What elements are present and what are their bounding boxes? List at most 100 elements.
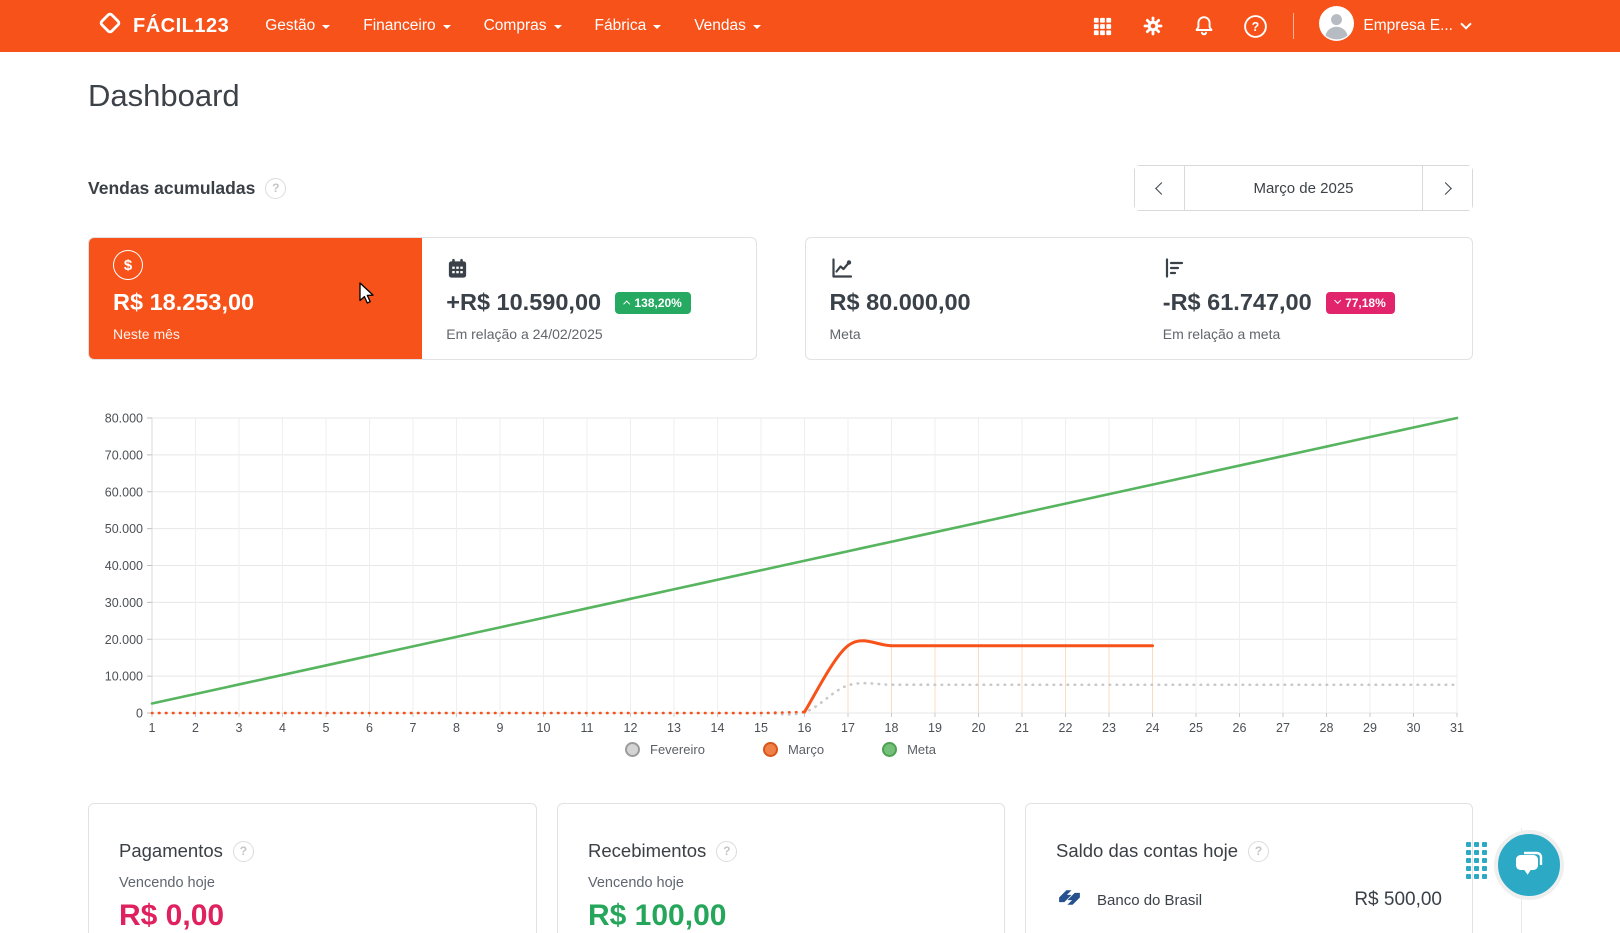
pagamentos-title: Pagamentos [119, 840, 223, 861]
notifications-bell-icon[interactable] [1191, 13, 1217, 39]
next-month-button[interactable] [1423, 166, 1472, 210]
menu-compras[interactable]: Compras [484, 17, 562, 35]
recebimentos-subtitle: Vencendo hoje [588, 875, 684, 891]
chart-legend: Fevereiro Março Meta [88, 742, 1473, 757]
saldo-card: Saldo das contas hoje? Banco do Brasil R… [1025, 803, 1473, 933]
svg-text:3: 3 [236, 721, 243, 735]
help-icon[interactable]: ? [232, 840, 254, 862]
user-label: Empresa E... [1363, 17, 1453, 34]
svg-text:25: 25 [1189, 721, 1203, 735]
goal-gap-subtitle: Em relação a meta [1162, 326, 1281, 342]
help-icon[interactable]: ? [265, 177, 287, 199]
decrease-badge: 77,18% [1325, 291, 1395, 314]
main-menu: Gestão Financeiro Compras Fábrica Vendas [265, 17, 761, 35]
svg-text:20: 20 [972, 721, 986, 735]
pagamentos-card: Pagamentos? Vencendo hoje R$ 0,00 [88, 803, 537, 933]
legend-label: Meta [907, 742, 936, 757]
svg-text:24: 24 [1146, 721, 1160, 735]
chat-bubble-icon [1511, 845, 1547, 886]
caret-down-icon [322, 25, 331, 29]
period-selector: Março de 2025 [1134, 165, 1473, 211]
calendar-icon [446, 254, 745, 280]
legend-item-meta[interactable]: Meta [882, 742, 936, 757]
chevron-down-icon [1460, 18, 1472, 30]
legend-label: Fevereiro [650, 742, 705, 757]
section-title: Vendas acumuladas [88, 177, 256, 198]
recebimentos-value: R$ 100,00 [588, 899, 727, 932]
goal-panel: R$ 80.000,00 Meta [806, 238, 1139, 359]
pagamentos-subtitle: Vencendo hoje [119, 875, 215, 891]
svg-text:5: 5 [323, 721, 330, 735]
caret-down-icon [442, 25, 451, 29]
chat-drag-handle[interactable] [1466, 842, 1487, 879]
svg-text:29: 29 [1363, 721, 1377, 735]
period-label[interactable]: Março de 2025 [1184, 166, 1423, 210]
apps-grid-icon[interactable] [1089, 13, 1115, 39]
help-icon[interactable]: ? [1242, 13, 1268, 39]
settings-gear-icon[interactable] [1140, 13, 1166, 39]
legend-label: Março [787, 742, 825, 757]
comparison-panel: +R$ 10.590,00 138,20% Em relação a 24/02… [422, 238, 755, 359]
prev-month-button[interactable] [1135, 166, 1184, 210]
chat-launcher-button[interactable] [1494, 830, 1564, 900]
svg-text:7: 7 [410, 721, 417, 735]
svg-text:10.000: 10.000 [105, 670, 143, 684]
comparison-subtitle: Em relação a 24/02/2025 [446, 326, 603, 342]
svg-text:50.000: 50.000 [105, 522, 143, 536]
svg-text:6: 6 [366, 721, 373, 735]
legend-dot-icon [762, 742, 778, 757]
legend-dot-icon [882, 742, 898, 757]
banco-do-brasil-logo-icon [1056, 884, 1083, 916]
goal-summary-card: R$ 80.000,00 Meta -R$ 61.747,00 77,18% E… [804, 237, 1473, 360]
svg-text:8: 8 [453, 721, 460, 735]
account-row[interactable]: Banco do Brasil R$ 500,00 [1056, 884, 1442, 916]
brand-diamond-icon [97, 10, 123, 42]
goal-gap-value: -R$ 61.747,00 [1162, 289, 1312, 315]
svg-text:9: 9 [497, 721, 504, 735]
goal-value: R$ 80.000,00 [829, 289, 971, 315]
help-icon[interactable]: ? [1248, 840, 1270, 862]
menu-gestao[interactable]: Gestão [265, 17, 331, 35]
menu-financeiro[interactable]: Financeiro [363, 17, 451, 35]
caret-down-icon [553, 25, 562, 29]
user-menu[interactable]: Empresa E... [1319, 6, 1472, 46]
svg-text:26: 26 [1233, 721, 1247, 735]
bar-chart-icon [1163, 254, 1462, 280]
svg-text:16: 16 [798, 721, 812, 735]
sales-summary-card: $ R$ 18.253,00 Neste mês [88, 237, 757, 360]
page-title: Dashboard [88, 78, 240, 113]
dollar-icon: $ [113, 250, 143, 280]
brand-text: FÁCIL123 [133, 14, 230, 37]
svg-text:17: 17 [841, 721, 855, 735]
svg-text:11: 11 [581, 721, 594, 735]
current-month-label: Neste mês [113, 326, 180, 342]
sales-chart: 0 10.000 20.000 30.000 40.000 50.000 60.000 70.… [88, 400, 1473, 775]
top-navbar: FÁCIL123 Gestão Financeiro Compras Fábri… [0, 0, 1620, 52]
dashboard-main: Dashboard Vendas acumuladas ? Março de 2… [88, 52, 1473, 933]
recebimentos-title: Recebimentos [588, 840, 707, 861]
svg-text:2: 2 [192, 721, 199, 735]
svg-text:19: 19 [928, 721, 942, 735]
menu-vendas[interactable]: Vendas [694, 17, 761, 35]
current-month-panel: $ R$ 18.253,00 Neste mês [89, 238, 423, 359]
svg-text:?: ? [1252, 20, 1260, 34]
legend-item-fevereiro[interactable]: Fevereiro [625, 742, 705, 757]
line-chart-icon [830, 254, 1129, 280]
recebimentos-card: Recebimentos? Vencendo hoje R$ 100,00 [557, 803, 1005, 933]
increase-badge: 138,20% [615, 291, 691, 314]
legend-item-março[interactable]: Março [762, 742, 825, 757]
svg-text:30: 30 [1407, 721, 1421, 735]
svg-text:70.000: 70.000 [105, 448, 143, 462]
svg-text:14: 14 [711, 721, 725, 735]
menu-fabrica[interactable]: Fábrica [595, 17, 662, 35]
comparison-value: +R$ 10.590,00 [446, 289, 602, 315]
sales-chart-svg[interactable]: 0 10.000 20.000 30.000 40.000 50.000 60.000 70.… [88, 400, 1473, 740]
account-balance: R$ 500,00 [1354, 889, 1442, 910]
svg-text:20.000: 20.000 [105, 633, 143, 647]
help-icon[interactable]: ? [716, 840, 738, 862]
svg-text:21: 21 [1015, 721, 1029, 735]
brand-logo[interactable]: FÁCIL123 [97, 10, 229, 42]
svg-text:15: 15 [754, 721, 768, 735]
svg-text:30.000: 30.000 [105, 596, 143, 610]
avatar [1319, 6, 1355, 46]
